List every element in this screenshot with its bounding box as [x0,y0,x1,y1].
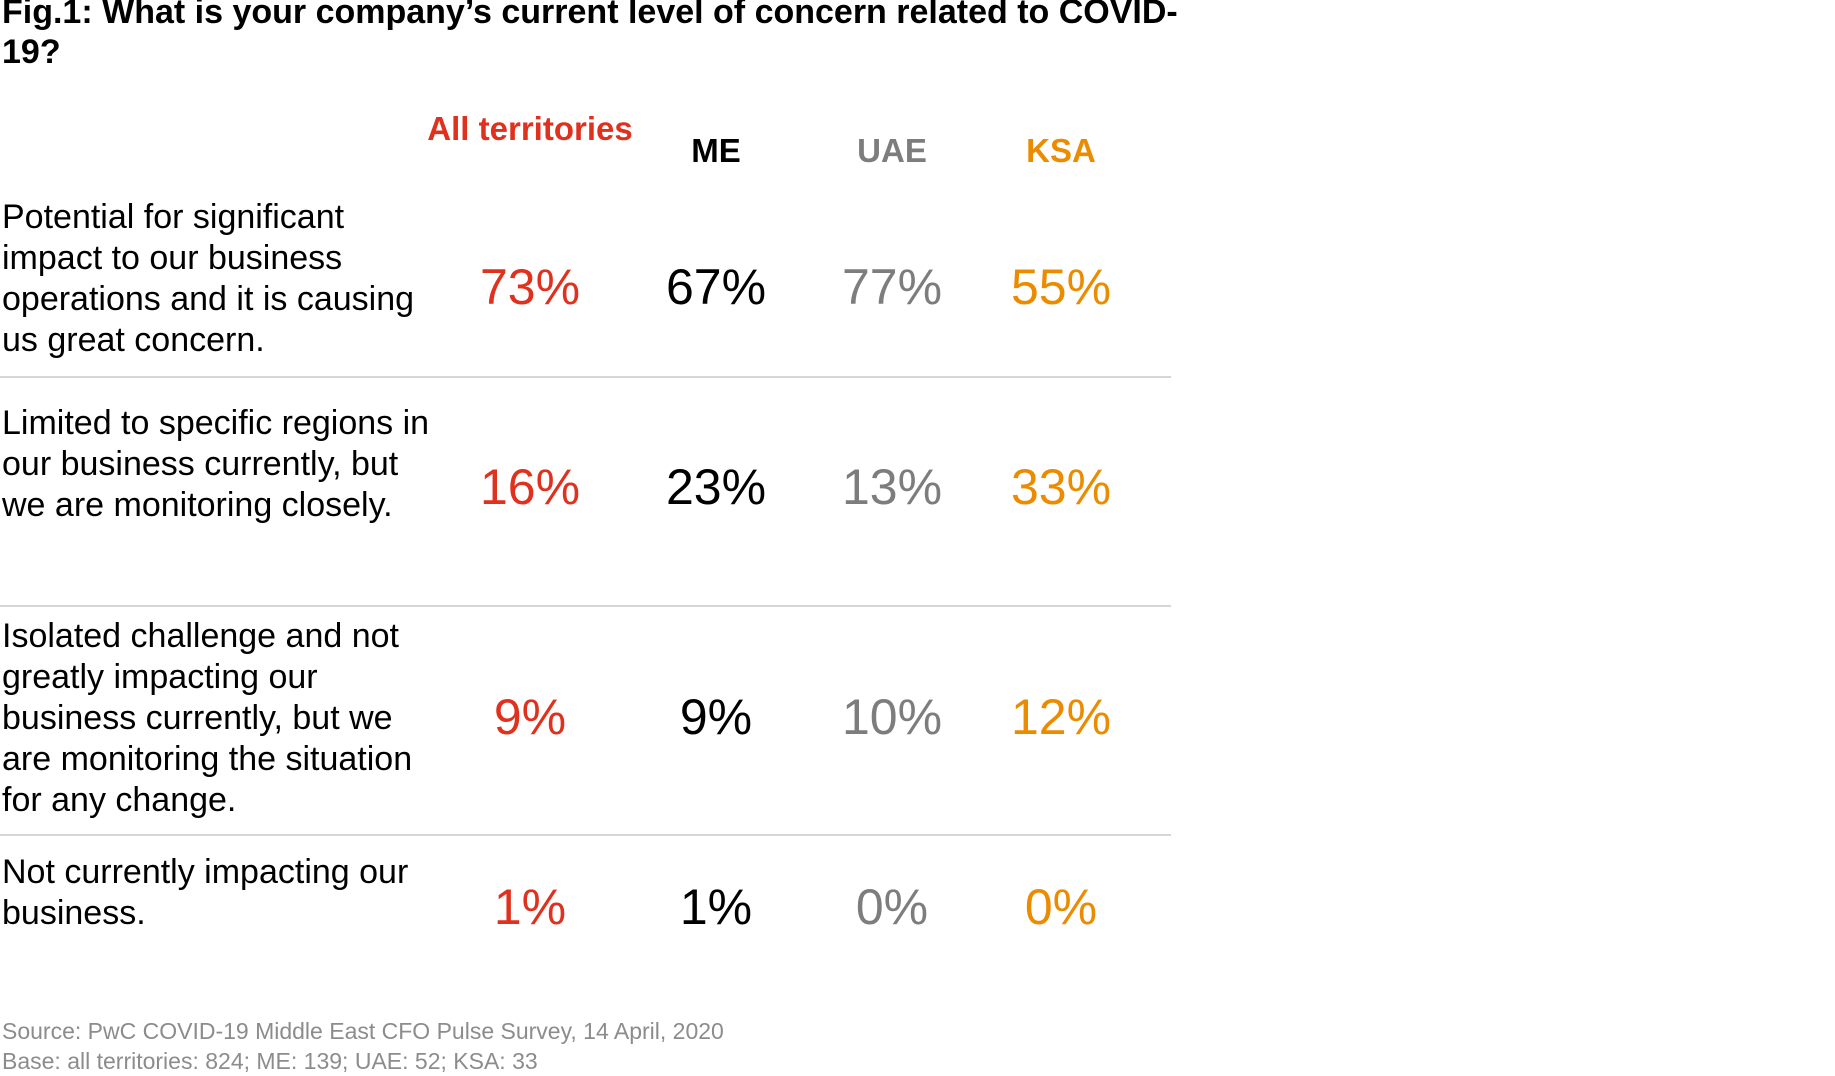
cell-value-uae: 10% [841,689,943,745]
source-note: Source: PwC COVID-19 Middle East CFO Pul… [2,1018,724,1044]
cell-value-uae: 77% [841,259,943,315]
cell-value-uae: 13% [841,459,943,515]
column-header-uae: UAE [857,132,927,169]
row-label: Not currently impacting our business. [2,853,409,932]
cell-value-ksa: 0% [1024,879,1098,935]
cell-value-all-territories: 73% [479,259,581,315]
column-header-ksa: KSA [1026,132,1096,169]
column-header-me: ME [691,132,741,169]
row-label: Isolated challenge and not greatly impac… [2,617,413,819]
chart-title: Fig.1: What is your company’s current le… [2,0,1178,71]
cell-value-me: 23% [665,459,767,515]
cell-value-ksa: 55% [1010,259,1112,315]
cell-value-me: 67% [665,259,767,315]
row-divider [0,376,1171,378]
cell-value-all-territories: 16% [479,459,581,515]
cell-value-all-territories: 1% [493,879,567,935]
cell-value-ksa: 33% [1010,459,1112,515]
row-label: Limited to specific regions in our busin… [2,404,430,524]
cell-value-all-territories: 9% [493,689,567,745]
row-divider [0,834,1171,836]
column-header-all-territories: All territories [427,110,633,147]
base-note: Base: all territories: 824; ME: 139; UAE… [2,1048,538,1074]
cell-value-uae: 0% [855,879,929,935]
cell-value-ksa: 12% [1010,689,1112,745]
cell-value-me: 1% [679,879,753,935]
row-divider [0,605,1171,607]
row-label: Potential for significant impact to our … [2,198,415,359]
cell-value-me: 9% [679,689,753,745]
